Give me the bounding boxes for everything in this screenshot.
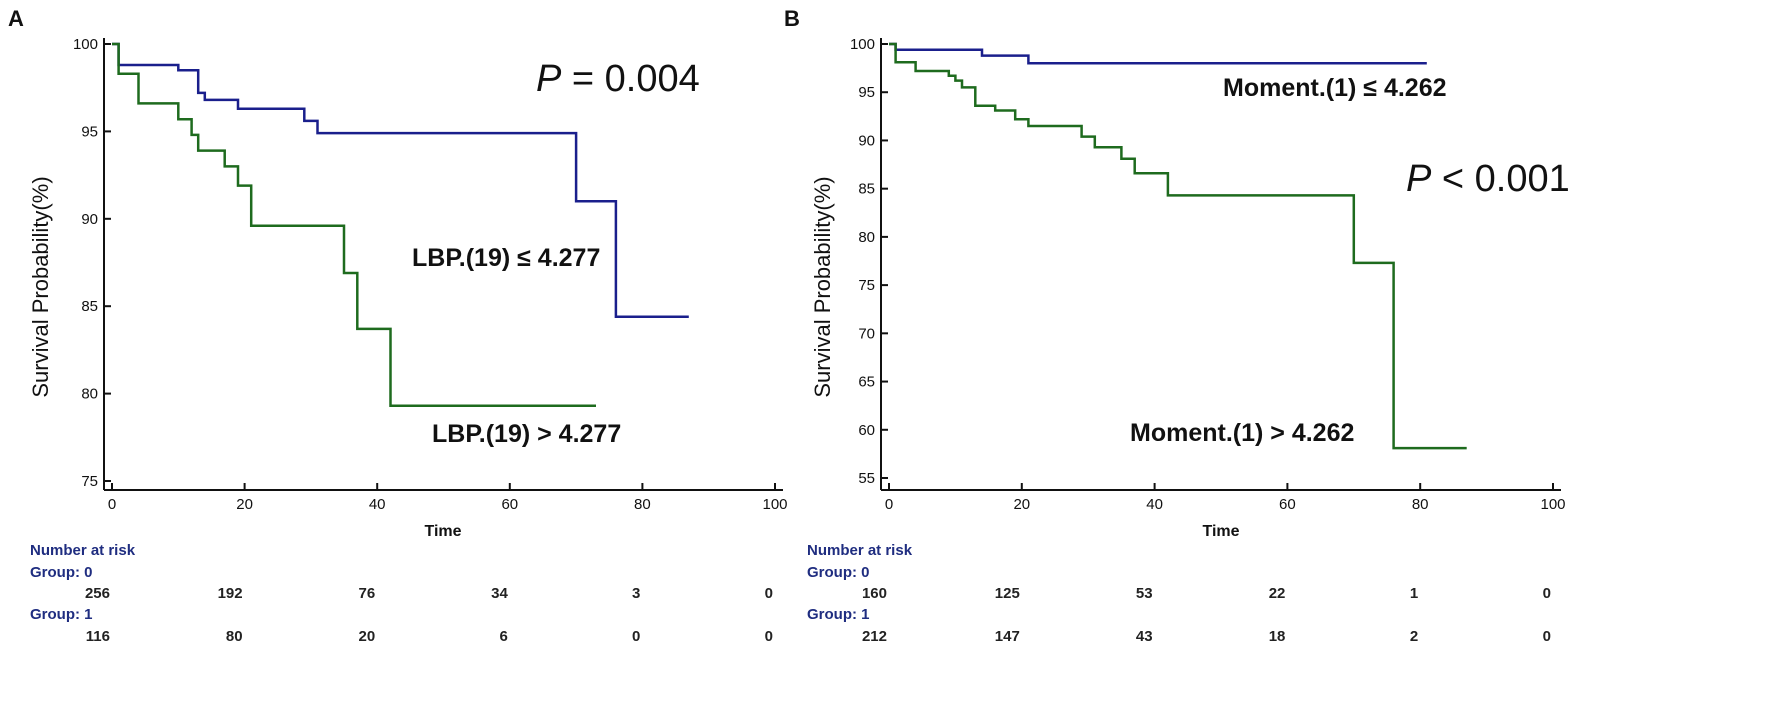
y-tick-label: 75 bbox=[81, 473, 98, 490]
curve-annotation-group-0: Moment.(1) ≤ 4.262 bbox=[1223, 74, 1447, 102]
x-tick-label: 60 bbox=[501, 496, 518, 513]
risk-count: 3 bbox=[632, 585, 640, 602]
risk-count: 2 bbox=[1410, 628, 1418, 645]
x-tick-label: 20 bbox=[236, 496, 253, 513]
risk-table: Number at risk Group: 0 256 192 76 34 3 0 Group:… bbox=[30, 542, 773, 645]
panel-label: A bbox=[8, 6, 24, 31]
risk-count: 43 bbox=[1136, 628, 1153, 645]
risk-count: 147 bbox=[995, 628, 1020, 645]
risk-count: 125 bbox=[995, 585, 1020, 602]
y-tick-label: 100 bbox=[73, 36, 98, 53]
x-tick-label: 80 bbox=[634, 496, 651, 513]
panel-label: B bbox=[784, 6, 800, 31]
risk-count: 6 bbox=[499, 628, 507, 645]
risk-count: 212 bbox=[862, 628, 887, 645]
x-tick-label: 20 bbox=[1013, 496, 1030, 513]
y-tick-label: 100 bbox=[850, 36, 875, 53]
risk-count: 0 bbox=[632, 628, 640, 645]
y-tick-label: 60 bbox=[858, 422, 875, 439]
y-tick-label: 90 bbox=[858, 132, 875, 149]
risk-count: 20 bbox=[359, 628, 376, 645]
risk-count: 0 bbox=[1543, 628, 1551, 645]
risk-count: 76 bbox=[359, 585, 376, 602]
risk-count: 53 bbox=[1136, 585, 1153, 602]
risk-count: 18 bbox=[1269, 628, 1286, 645]
risk-count: 34 bbox=[491, 585, 508, 602]
y-tick-label: 95 bbox=[858, 84, 875, 101]
risk-group-label: Group: 0 bbox=[30, 564, 93, 581]
risk-count: 1 bbox=[1410, 585, 1418, 602]
y-tick-label: 65 bbox=[858, 374, 875, 391]
y-tick-label: 85 bbox=[858, 181, 875, 198]
risk-table-title: Number at risk bbox=[30, 542, 136, 559]
risk-count: 0 bbox=[1543, 585, 1551, 602]
y-axis-label: Survival Probability(%) bbox=[810, 176, 835, 397]
p-value: P = 0.004 bbox=[536, 58, 700, 100]
x-tick-label: 0 bbox=[108, 496, 116, 513]
risk-count: 160 bbox=[862, 585, 887, 602]
y-tick-label: 80 bbox=[858, 229, 875, 246]
x-tick-label: 100 bbox=[1540, 496, 1565, 513]
x-tick-label: 40 bbox=[369, 496, 386, 513]
risk-count: 22 bbox=[1269, 585, 1286, 602]
y-tick-label: 85 bbox=[81, 298, 98, 315]
risk-count: 256 bbox=[85, 585, 110, 602]
risk-count: 116 bbox=[86, 628, 110, 645]
y-tick-label: 75 bbox=[858, 277, 875, 294]
risk-group-label: Group: 1 bbox=[30, 606, 93, 623]
p-value-text: < 0.001 bbox=[1431, 158, 1569, 200]
risk-count: 192 bbox=[218, 585, 243, 602]
risk-group-label: Group: 0 bbox=[807, 564, 870, 581]
curve-annotation-group-1: Moment.(1) > 4.262 bbox=[1130, 419, 1354, 447]
y-tick-label: 70 bbox=[858, 325, 875, 342]
x-axis-label: Time bbox=[1202, 523, 1239, 540]
risk-table: Number at risk Group: 0 160 125 53 22 1 0 Group:… bbox=[807, 542, 1551, 645]
survival-curve-group-0 bbox=[889, 42, 1427, 65]
risk-table-title: Number at risk bbox=[807, 542, 913, 559]
x-tick-label: 0 bbox=[885, 496, 893, 513]
y-tick-label: 95 bbox=[81, 123, 98, 140]
survival-curve-group-1 bbox=[889, 42, 1467, 450]
y-tick-label: 55 bbox=[858, 470, 875, 487]
risk-group-label: Group: 1 bbox=[807, 606, 870, 623]
survival-curve-group-1 bbox=[112, 42, 596, 408]
y-axis-label: Survival Probability(%) bbox=[28, 176, 53, 397]
p-value-symbol: P bbox=[1406, 158, 1432, 200]
survival-curve-group-0 bbox=[112, 42, 689, 318]
p-value-symbol: P bbox=[536, 58, 562, 100]
x-axis-label: Time bbox=[424, 523, 461, 540]
x-tick-label: 60 bbox=[1279, 496, 1296, 513]
y-tick-label: 80 bbox=[81, 386, 98, 403]
risk-count: 0 bbox=[765, 585, 773, 602]
x-tick-label: 40 bbox=[1146, 496, 1163, 513]
y-tick-label: 90 bbox=[81, 211, 98, 228]
x-tick-label: 80 bbox=[1412, 496, 1429, 513]
curve-annotation-group-1: LBP.(19) > 4.277 bbox=[432, 420, 621, 448]
x-tick-label: 100 bbox=[762, 496, 787, 513]
risk-count: 0 bbox=[765, 628, 773, 645]
risk-count: 80 bbox=[226, 628, 243, 645]
p-value: P < 0.001 bbox=[1406, 158, 1570, 200]
p-value-text: = 0.004 bbox=[561, 58, 699, 100]
curve-annotation-group-0: LBP.(19) ≤ 4.277 bbox=[412, 244, 600, 272]
